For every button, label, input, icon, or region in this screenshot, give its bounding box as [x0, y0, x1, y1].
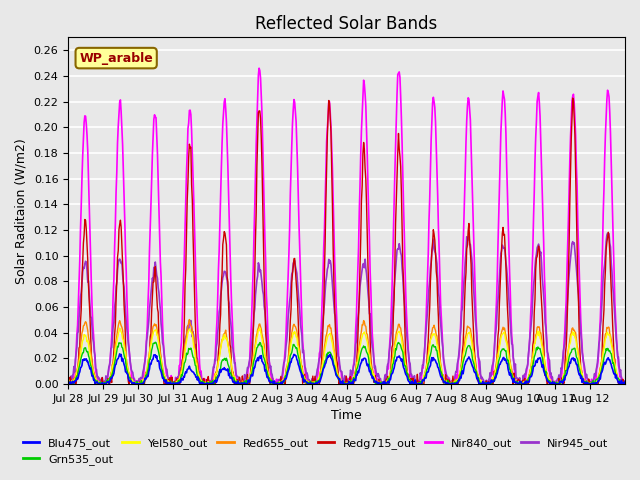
- Line: Blu475_out: Blu475_out: [68, 354, 625, 384]
- Redg715_out: [260, 277, 268, 283]
- Grn535_out: [130, 381, 138, 387]
- Text: WP_arable: WP_arable: [79, 51, 153, 65]
- Nir945_out: [604, 230, 611, 236]
- Blu475_out: [131, 381, 139, 387]
- Yel580_out: [621, 381, 629, 386]
- Nir840_out: [405, 355, 413, 360]
- Line: Red655_out: Red655_out: [68, 320, 625, 384]
- Redg715_out: [131, 381, 138, 387]
- Red655_out: [93, 381, 101, 387]
- Blu475_out: [234, 381, 241, 387]
- Title: Reflected Solar Bands: Reflected Solar Bands: [255, 15, 438, 33]
- Redg715_out: [405, 372, 413, 377]
- Grn535_out: [405, 377, 413, 383]
- Blu475_out: [406, 379, 413, 385]
- Nir840_out: [130, 376, 138, 382]
- Y-axis label: Solar Raditaion (W/m2): Solar Raditaion (W/m2): [15, 138, 28, 284]
- Redg715_out: [66, 381, 74, 387]
- Nir945_out: [260, 303, 268, 309]
- Red655_out: [131, 381, 138, 387]
- Nir945_out: [65, 381, 73, 387]
- Blu475_out: [65, 381, 73, 387]
- Yel580_out: [406, 377, 413, 383]
- Blu475_out: [64, 381, 72, 386]
- Red655_out: [234, 378, 241, 384]
- Nir945_out: [131, 378, 138, 384]
- Nir840_out: [232, 372, 240, 377]
- Redg715_out: [569, 95, 577, 101]
- Nir945_out: [282, 354, 289, 360]
- Red655_out: [406, 376, 413, 382]
- Grn535_out: [621, 381, 629, 387]
- Red655_out: [186, 317, 193, 323]
- Yel580_out: [256, 325, 264, 331]
- Red655_out: [282, 369, 290, 375]
- Blu475_out: [116, 351, 124, 357]
- Yel580_out: [233, 379, 241, 384]
- Nir840_out: [436, 274, 444, 279]
- Redg715_out: [621, 381, 629, 387]
- Red655_out: [64, 378, 72, 384]
- Blu475_out: [282, 376, 290, 382]
- Redg715_out: [64, 380, 72, 386]
- Grn535_out: [64, 381, 72, 387]
- Yel580_out: [282, 372, 290, 377]
- Legend: Blu475_out, Grn535_out, Yel580_out, Red655_out, Redg715_out, Nir840_out, Nir945_: Blu475_out, Grn535_out, Yel580_out, Red6…: [19, 433, 612, 469]
- Grn535_out: [233, 378, 241, 384]
- Nir840_out: [64, 381, 72, 387]
- Nir840_out: [260, 200, 268, 205]
- Redg715_out: [436, 351, 444, 357]
- Grn535_out: [260, 356, 268, 361]
- Nir945_out: [436, 312, 444, 317]
- Yel580_out: [65, 381, 73, 387]
- Yel580_out: [64, 380, 72, 386]
- Blu475_out: [436, 373, 444, 379]
- Line: Grn535_out: Grn535_out: [68, 342, 625, 384]
- Nir945_out: [405, 351, 413, 357]
- Nir840_out: [282, 346, 289, 352]
- Red655_out: [436, 360, 444, 366]
- Nir840_out: [621, 380, 629, 385]
- Nir945_out: [621, 378, 629, 384]
- X-axis label: Time: Time: [332, 409, 362, 422]
- Nir840_out: [255, 65, 263, 71]
- Nir945_out: [233, 373, 241, 379]
- Redg715_out: [233, 376, 241, 382]
- Yel580_out: [131, 379, 138, 384]
- Line: Redg715_out: Redg715_out: [68, 98, 625, 384]
- Line: Nir945_out: Nir945_out: [68, 233, 625, 384]
- Grn535_out: [282, 373, 289, 379]
- Redg715_out: [282, 381, 289, 387]
- Red655_out: [261, 352, 269, 358]
- Grn535_out: [152, 339, 159, 345]
- Blu475_out: [261, 368, 269, 374]
- Line: Nir840_out: Nir840_out: [68, 68, 625, 384]
- Blu475_out: [621, 379, 629, 384]
- Nir945_out: [64, 378, 72, 384]
- Line: Yel580_out: Yel580_out: [68, 328, 625, 384]
- Grn535_out: [436, 364, 444, 370]
- Yel580_out: [436, 363, 444, 369]
- Yel580_out: [261, 352, 269, 358]
- Red655_out: [621, 379, 629, 384]
